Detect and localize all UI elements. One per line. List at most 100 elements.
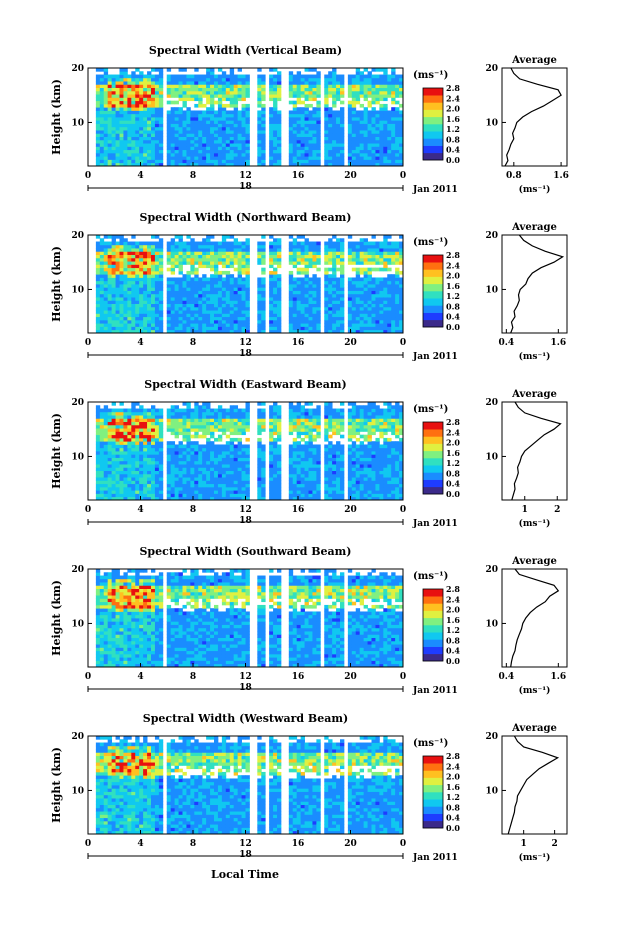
heatmap-cell (237, 306, 242, 311)
heatmap-cell (170, 90, 176, 95)
heatmap-cell (119, 277, 124, 282)
heatmap-cell (229, 477, 235, 481)
heatmap-cell (241, 493, 246, 498)
heatmap-cell (371, 235, 376, 239)
heatmap-cell (194, 280, 199, 285)
heatmap-cell (107, 490, 113, 494)
heatmap-cell (292, 297, 298, 301)
heatmap-cell (147, 434, 152, 439)
heatmap-cell (198, 84, 203, 88)
heatmap-cell (139, 287, 144, 291)
heatmap-cell (237, 490, 242, 494)
heatmap-cell (351, 130, 357, 134)
heatmap-cell (182, 133, 187, 137)
heatmap-cell (225, 97, 231, 102)
heatmap-cell (241, 241, 246, 246)
heatmap-cell (99, 454, 105, 458)
heatmap-cell (158, 411, 164, 416)
heatmap-cell (324, 323, 329, 327)
heatmap-cell (312, 74, 317, 79)
heatmap-cell (182, 329, 187, 333)
heatmap-cell (312, 156, 317, 160)
heatmap-cell (383, 238, 388, 242)
heatmap-cell (95, 477, 101, 481)
heatmap-cell (99, 451, 105, 455)
heatmap-cell (131, 441, 136, 445)
heatmap-cell (269, 113, 274, 118)
heatmap-cell (115, 241, 120, 246)
heatmap-cell (178, 123, 183, 128)
heatmap-cell (131, 493, 136, 498)
heatmap-cell (139, 117, 144, 121)
heatmap-cell (127, 162, 132, 166)
heatmap-cell (241, 254, 246, 259)
heatmap-cell (210, 411, 215, 416)
heatmap-cell (359, 139, 365, 144)
heatmap-cell (316, 130, 321, 134)
heatmap-cell (194, 146, 199, 151)
heatmap-cell (103, 103, 109, 108)
heatmap-cell (103, 159, 109, 164)
heatmap-cell (166, 480, 172, 485)
heatmap-cell (316, 74, 321, 79)
heatmap-cell (225, 87, 231, 92)
heatmap-cell (139, 490, 144, 494)
heatmap-cell (186, 287, 191, 291)
heatmap-cell (288, 274, 294, 278)
heatmap-cell (296, 136, 302, 141)
heatmap-cell (143, 310, 148, 314)
heatmap-cell (241, 316, 246, 321)
heatmap-cell (304, 310, 309, 314)
heatmap-cell (151, 123, 156, 128)
heatmap-cell (202, 303, 207, 308)
heatmap-cell (347, 257, 353, 262)
heatmap-cell (288, 313, 294, 318)
heatmap-cell (190, 451, 195, 455)
heatmap-cell (139, 329, 144, 333)
heatmap-cell (257, 244, 262, 249)
heatmap-cell (186, 113, 191, 118)
heatmap-cell (241, 139, 246, 144)
heatmap-cell (214, 113, 219, 118)
heatmap-cell (217, 437, 223, 442)
heatmap-cell (123, 257, 128, 262)
heatmap-cell (221, 310, 227, 314)
heatmap-cell (115, 261, 120, 265)
heatmap-cell (198, 74, 203, 79)
heatmap-cell (151, 235, 156, 239)
heatmap-cell (178, 470, 183, 475)
heatmap-cell (123, 103, 128, 108)
heatmap-cell (135, 136, 140, 141)
heatmap-cell (154, 287, 160, 291)
heatmap-cell (107, 480, 113, 485)
heatmap-cell (210, 329, 215, 333)
heatmap-cell (170, 248, 176, 252)
heatmap-cell (206, 424, 211, 429)
heatmap-cell (119, 473, 124, 478)
heatmap-cell (225, 418, 231, 422)
heatmap-cell (347, 297, 353, 301)
heatmap-cell (363, 152, 368, 157)
avg-x-axis-label: (ms⁻¹) (519, 184, 551, 195)
heatmap-cell (202, 130, 207, 134)
heatmap-cell (367, 300, 372, 304)
heatmap-cell (379, 74, 384, 79)
heatmap-cell (119, 248, 124, 252)
heatmap-cell (375, 267, 380, 272)
heatmap-cell (359, 103, 365, 108)
heatmap-cell (257, 136, 262, 141)
heatmap-cell (182, 84, 187, 88)
heatmap-cell (107, 447, 113, 452)
heatmap-cell (99, 77, 105, 82)
heatmap-cell (158, 408, 164, 413)
heatmap-cell (221, 490, 227, 494)
heatmap-cell (217, 139, 223, 144)
heatmap-cell (371, 310, 376, 314)
heatmap-cell (304, 306, 309, 311)
heatmap-cell (375, 323, 380, 327)
heatmap-cell (190, 434, 195, 439)
heatmap-cell (135, 486, 140, 491)
heatmap-cell (107, 274, 113, 278)
heatmap-cell (359, 257, 365, 262)
heatmap-cell (103, 447, 109, 452)
